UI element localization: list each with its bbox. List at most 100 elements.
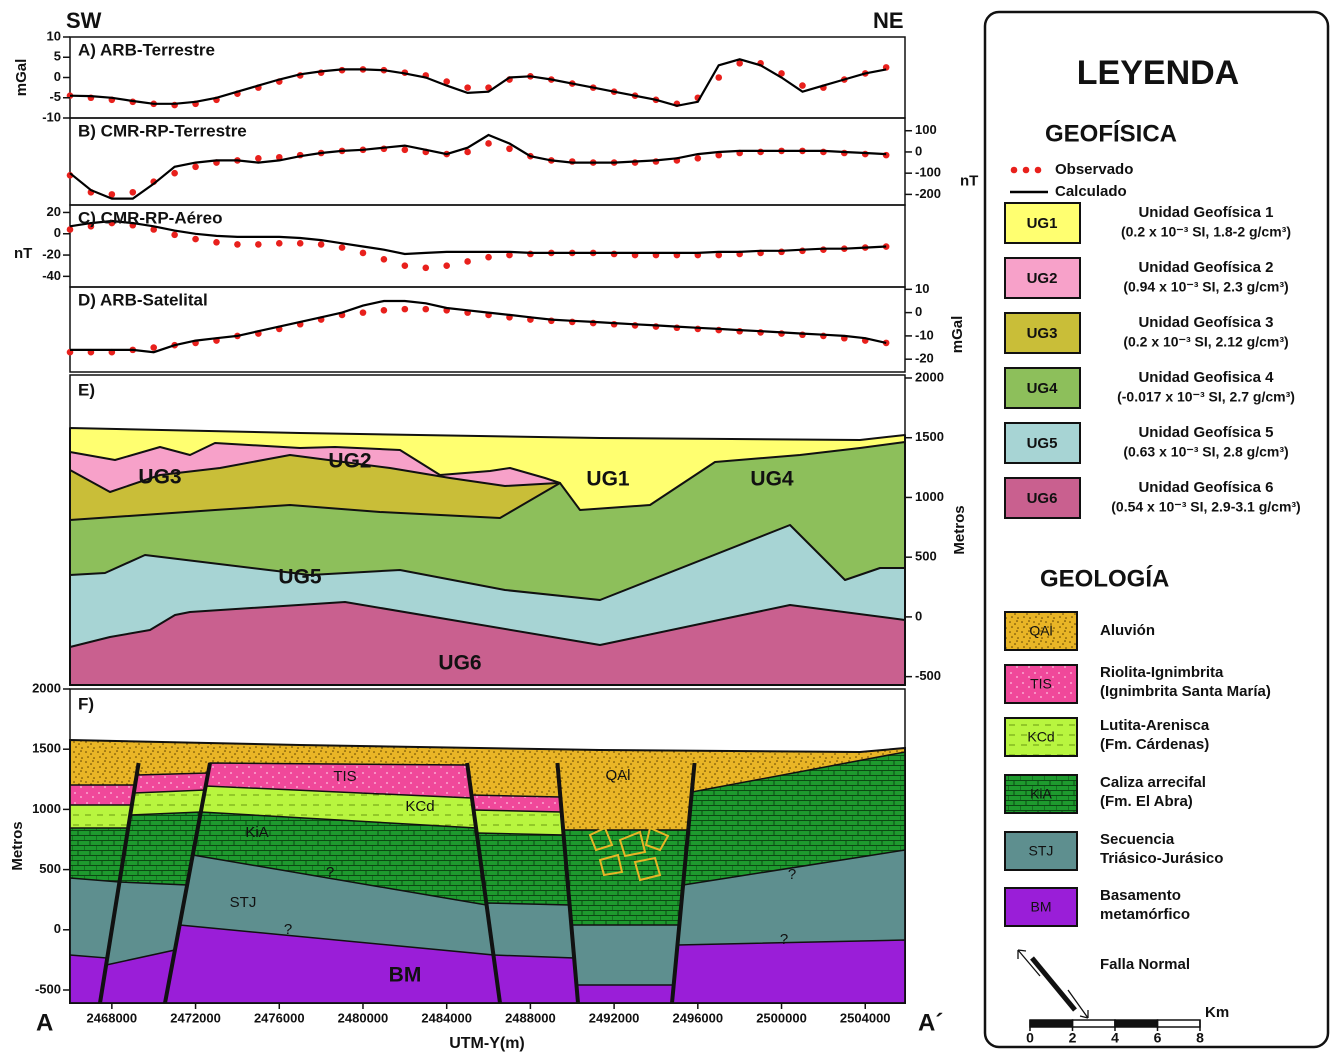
observed-dot <box>443 262 450 270</box>
y-tick-label: 5 <box>54 49 61 64</box>
calculated-line <box>69 219 887 256</box>
scale-label: 8 <box>1196 1030 1204 1046</box>
calculated-line <box>69 58 887 107</box>
observed-dot <box>359 309 367 316</box>
legend-dot <box>1010 166 1018 174</box>
unit-label: UG4 <box>750 468 794 491</box>
legend-code: UG1 <box>1027 215 1058 232</box>
direction-right: NE <box>873 8 904 33</box>
legend-label: Unidad Geofísica 2 <box>1138 259 1273 276</box>
unit-label: UG5 <box>278 566 322 589</box>
panel-title: D) ARB-Satelital <box>78 290 208 309</box>
unit-label: UG6 <box>438 652 481 675</box>
legend-swatch <box>1004 774 1078 814</box>
legend-swatch <box>1004 611 1078 651</box>
observed-dot <box>150 226 158 233</box>
legend-code: UG4 <box>1027 380 1059 397</box>
y-tick-label: -20 <box>42 246 61 261</box>
panel-frame <box>69 286 906 373</box>
observed-dot <box>192 235 199 243</box>
legend-label: Secuencia <box>1100 831 1175 848</box>
legend-label: Falla Normal <box>1100 956 1190 973</box>
section-start: A <box>36 1009 53 1036</box>
y-tick-label: 10 <box>47 28 61 43</box>
fault-arrow <box>1017 949 1089 1019</box>
legend-code: STJ <box>1029 843 1054 859</box>
fault-symbol <box>1030 956 1077 1012</box>
legend-swatch <box>1004 831 1078 871</box>
legend-swatch <box>1004 202 1081 244</box>
x-tick-label: 2484000 <box>421 1010 472 1025</box>
unit-label: ? <box>788 866 796 883</box>
x-axis-label: UTM-Y(m) <box>449 1035 525 1052</box>
observed-dot <box>87 222 95 230</box>
unit-label: ? <box>326 864 334 881</box>
legend-label: Unidad Geofísica 1 <box>1138 204 1273 221</box>
y-axis-label: mGal <box>13 59 30 97</box>
x-tick-label: 2480000 <box>338 1010 389 1025</box>
unit-label: ? <box>780 931 788 948</box>
observed-dot <box>171 231 178 239</box>
geologic-unit <box>492 954 579 1004</box>
unit-label: BM <box>389 964 422 987</box>
panel-frame <box>69 688 906 1004</box>
x-tick-label: 2472000 <box>170 1010 221 1025</box>
y-tick-label: 1500 <box>32 741 61 756</box>
unit-label: KiA <box>245 824 268 841</box>
observed-dot <box>464 148 471 156</box>
legend-swatch <box>1004 887 1078 927</box>
calculated-line <box>69 133 887 200</box>
scale-segment <box>1071 1019 1116 1028</box>
y-tick-label: 1500 <box>915 429 944 444</box>
y-tick-label: -10 <box>915 327 934 342</box>
observed-dot <box>150 344 158 351</box>
observed-dot <box>715 151 723 159</box>
x-tick-label: 2500000 <box>756 1010 807 1025</box>
x-tick-label: 2476000 <box>254 1010 305 1025</box>
observed-dot <box>506 145 513 153</box>
legend-detail: Triásico-Jurásico <box>1100 850 1223 867</box>
observed-dot <box>778 70 785 77</box>
breccia-clast <box>633 856 662 882</box>
legend-swatch <box>1004 257 1081 299</box>
unit-label: QAl <box>605 767 630 784</box>
legend-label: Lutita-Arenisca <box>1100 717 1210 734</box>
unit-label: ? <box>284 921 292 938</box>
panel-title: A) ARB-Terrestre <box>78 40 215 59</box>
y-tick-label: -10 <box>42 109 61 124</box>
fault <box>555 762 580 1004</box>
y-axis-label: Metros <box>9 821 26 870</box>
breccia-clast <box>598 853 624 877</box>
y-axis-label: mGal <box>949 316 966 354</box>
y-tick-label: 500 <box>915 549 937 564</box>
observed-dot <box>380 306 388 314</box>
y-tick-label: -40 <box>42 268 61 283</box>
observed-dot <box>296 240 304 247</box>
observed-dot <box>401 305 409 313</box>
legend-label: Observado <box>1055 161 1133 178</box>
scale-label: 6 <box>1154 1030 1162 1046</box>
direction-left: SW <box>66 8 102 33</box>
legend-dot <box>1022 166 1030 174</box>
observed-dot <box>485 140 492 147</box>
geologic-unit <box>575 984 675 1004</box>
scale-unit: Km <box>1205 1004 1229 1021</box>
legend-title: LEYENDA <box>1077 54 1239 92</box>
observed-dot <box>464 84 471 91</box>
unit-label: TIS <box>333 768 356 785</box>
y-tick-label: 10 <box>915 281 929 296</box>
observed-dot <box>422 305 430 313</box>
observed-dot <box>108 191 116 198</box>
unit-label: STJ <box>230 894 257 911</box>
section-end: A´ <box>918 1009 943 1036</box>
legend-detail: (Ignimbrita Santa María) <box>1100 683 1271 700</box>
legend-code: UG3 <box>1027 325 1058 342</box>
scale-segment <box>1114 1019 1159 1028</box>
x-tick-label: 2496000 <box>673 1010 724 1025</box>
y-tick-label: 0 <box>915 143 922 158</box>
y-tick-label: -200 <box>915 186 941 201</box>
observed-dot <box>401 262 409 270</box>
observed-dot <box>255 241 262 248</box>
legend-label: Unidad Geofísica 3 <box>1138 314 1273 331</box>
